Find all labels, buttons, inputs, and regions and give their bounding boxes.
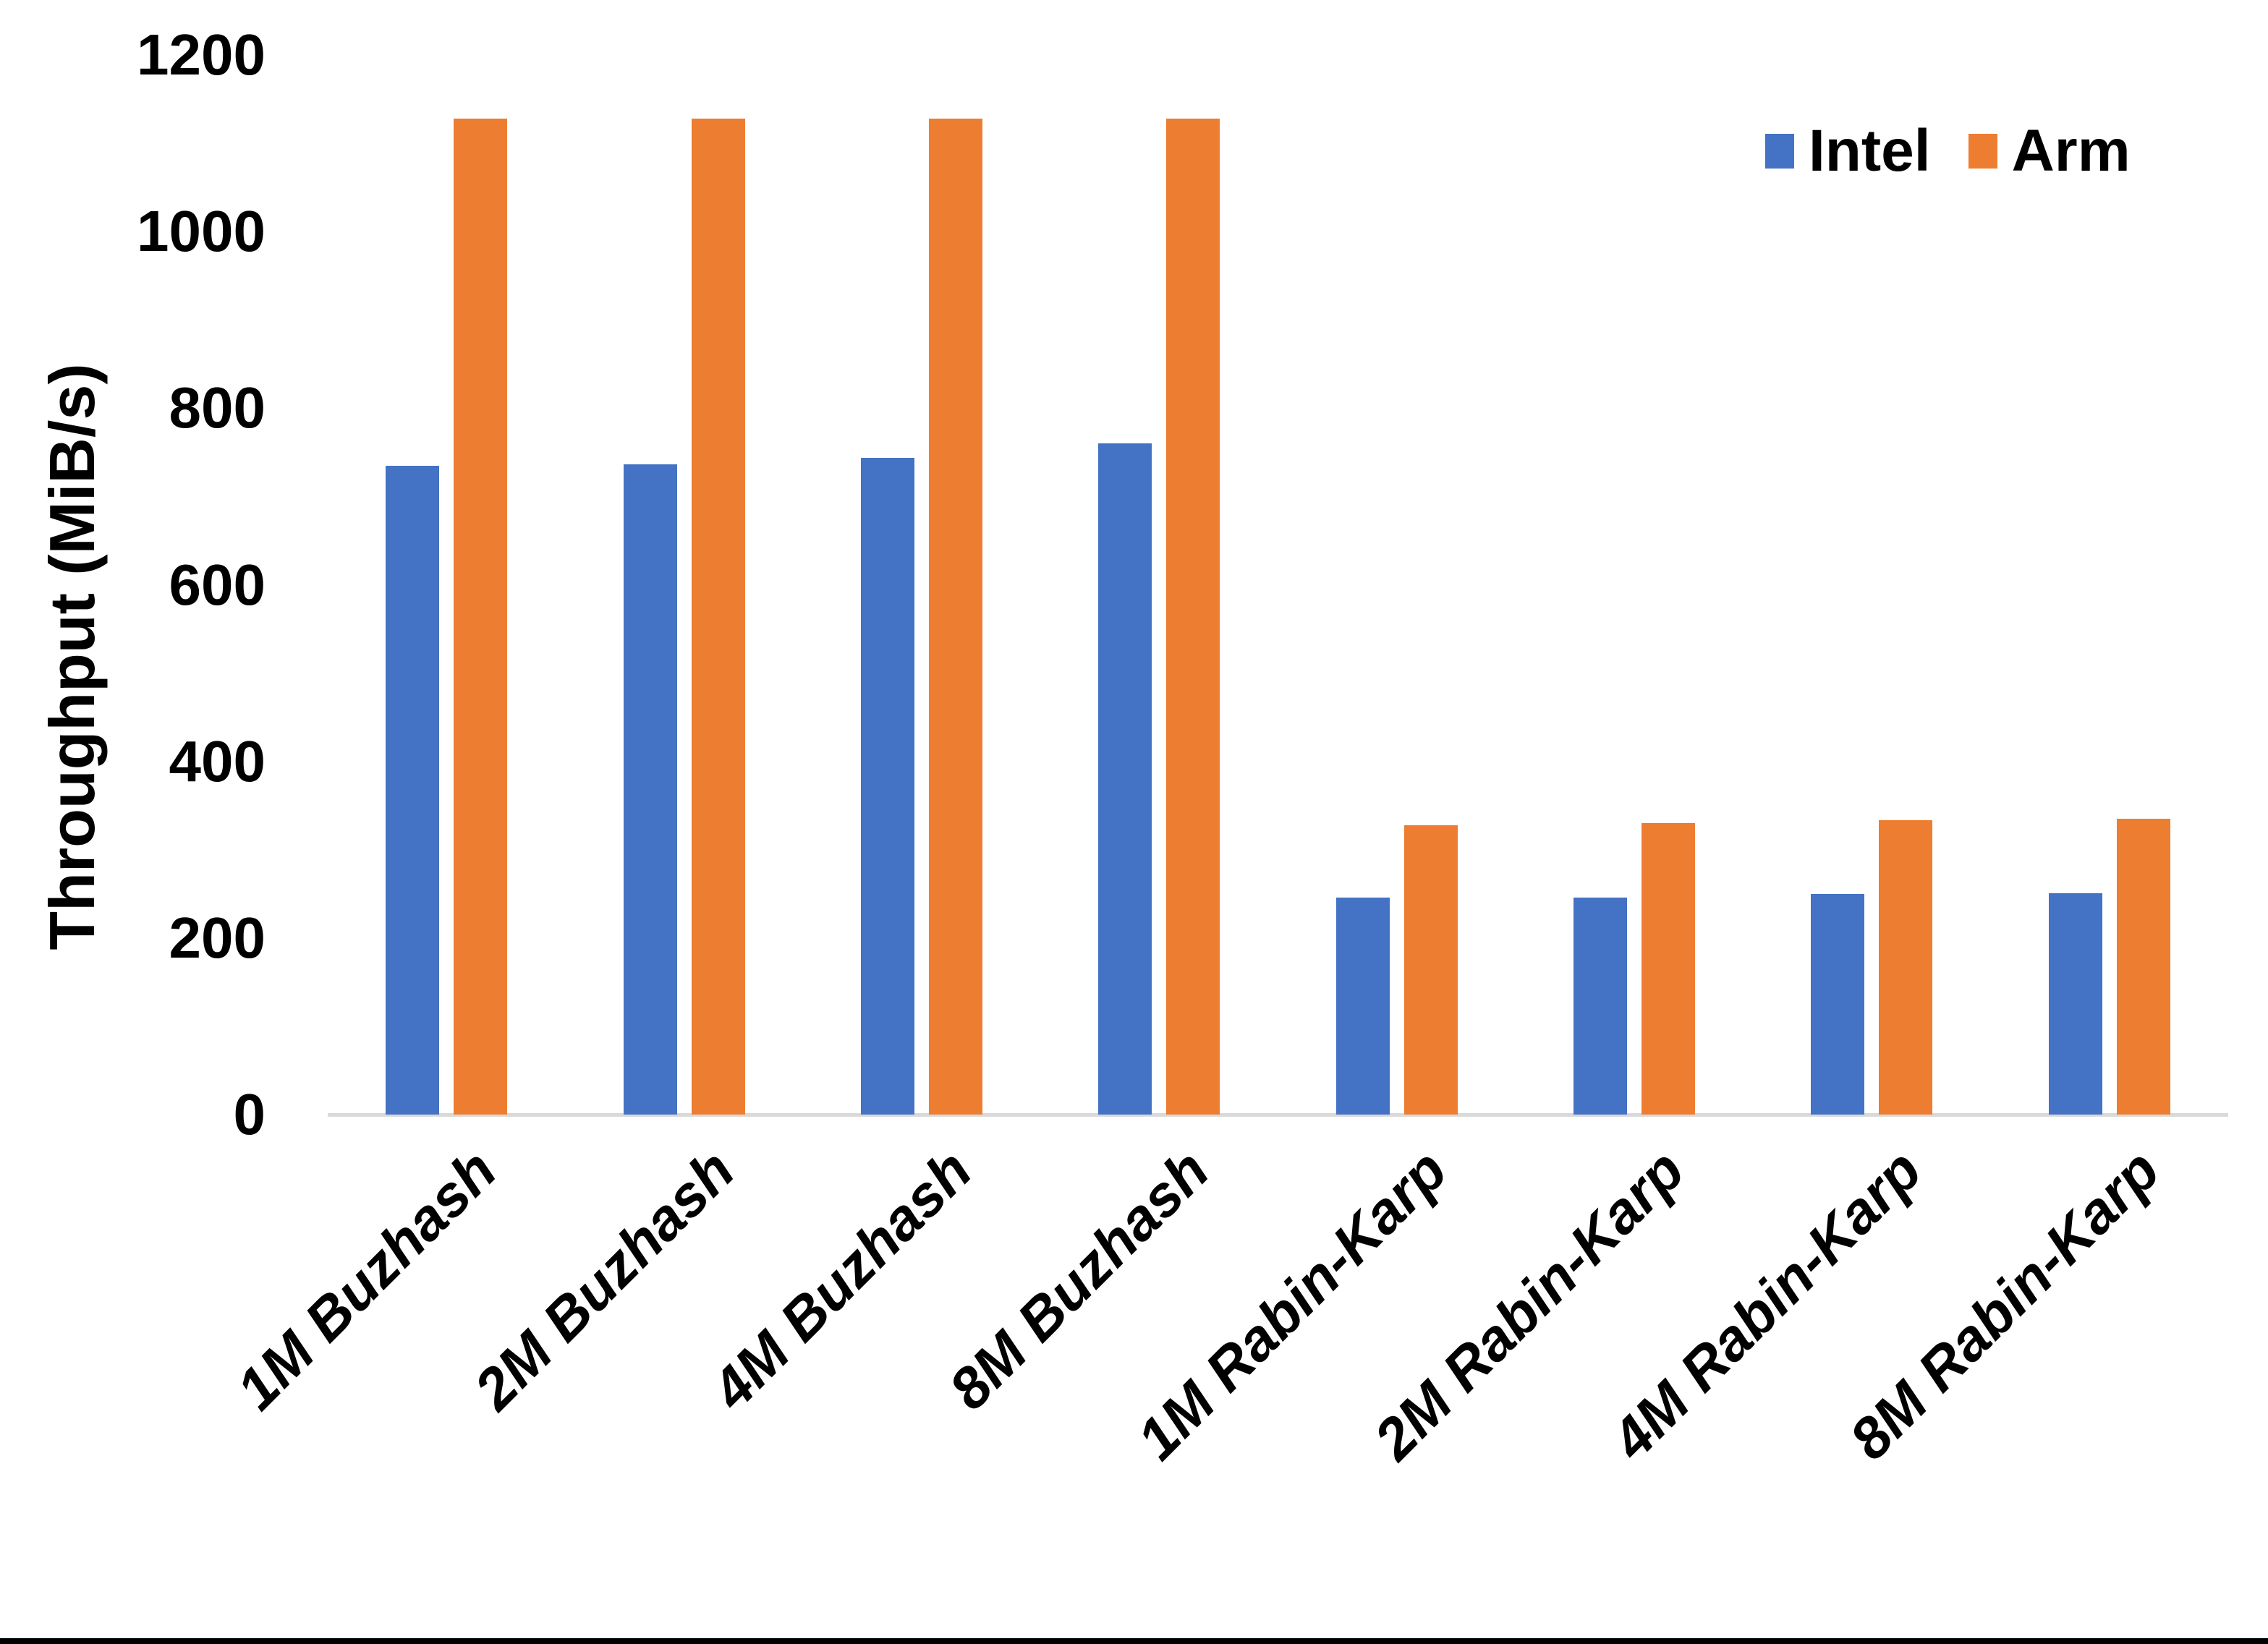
x-axis-label-4m-buzhash: 4M Buzhash [699,1137,984,1422]
x-axis-label-2m-rabin-karp: 2M Rabin-Karp [1362,1137,1696,1472]
bar-intel-1m-buzhash [386,465,440,1115]
bar-intel-4m-rabin-karp [1811,893,1865,1115]
legend-item-intel: Intel [1765,117,1931,185]
bar-arm-2m-buzhash [691,118,745,1115]
y-tick-label-1000: 1000 [137,199,266,264]
bar-arm-1m-rabin-karp [1403,825,1458,1115]
bottom-border [0,1638,2268,1644]
bar-intel-2m-rabin-karp [1573,897,1628,1115]
bar-arm-1m-buzhash [454,118,508,1115]
x-axis-label-8m-rabin-karp: 8M Rabin-Karp [1837,1137,2172,1472]
y-tick-label-600: 600 [169,552,266,617]
bar-arm-4m-buzhash [928,118,982,1115]
x-axis-line [328,1113,2228,1117]
bar-arm-8m-rabin-karp [2116,819,2170,1115]
legend-label-intel: Intel [1809,118,1931,184]
x-axis-label-1m-buzhash: 1M Buzhash [224,1137,509,1422]
y-axis-title: Throughput (MiB/s) [36,363,108,950]
y-tick-label-1200: 1200 [137,22,266,87]
bar-arm-2m-rabin-karp [1641,823,1696,1115]
x-axis-label-4m-rabin-karp: 4M Rabin-Karp [1599,1137,1934,1472]
bar-arm-4m-rabin-karp [1879,820,1933,1115]
bar-intel-4m-buzhash [860,457,914,1115]
y-tick-label-400: 400 [169,728,266,793]
bar-arm-8m-buzhash [1166,118,1220,1115]
x-axis-label-2m-buzhash: 2M Buzhash [462,1137,747,1422]
bar-intel-8m-rabin-karp [2048,893,2102,1115]
legend-swatch-intel [1765,134,1794,169]
y-tick-label-200: 200 [169,905,266,970]
legend-label-arm: Arm [2011,118,2131,184]
y-tick-label-0: 0 [233,1082,266,1146]
legend: Intel Arm [1765,117,2131,185]
y-tick-label-800: 800 [169,375,266,440]
legend-item-arm: Arm [1968,117,2131,185]
bar-intel-2m-buzhash [623,464,677,1115]
bar-intel-1m-rabin-karp [1335,897,1390,1115]
bar-intel-8m-buzhash [1098,443,1152,1115]
legend-swatch-arm [1968,134,1997,169]
x-axis-label-1m-rabin-karp: 1M Rabin-Karp [1124,1137,1459,1472]
x-axis-label-8m-buzhash: 8M Buzhash [936,1137,1221,1422]
